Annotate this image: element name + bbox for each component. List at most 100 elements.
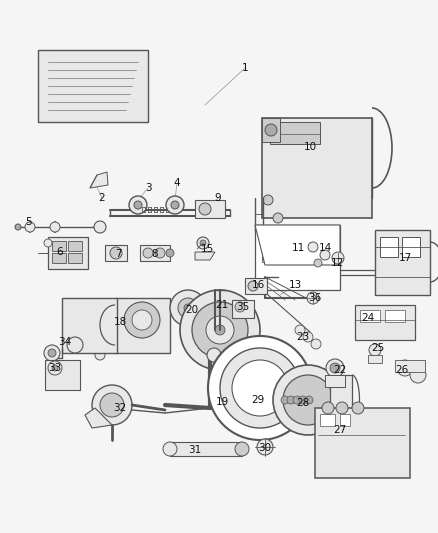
Circle shape	[320, 250, 330, 260]
Text: 11: 11	[291, 243, 304, 253]
Circle shape	[50, 222, 60, 232]
Circle shape	[171, 201, 179, 209]
Bar	[48, 237, 88, 269]
Text: 4: 4	[174, 178, 180, 188]
Circle shape	[95, 350, 105, 360]
Text: 15: 15	[200, 244, 214, 254]
Circle shape	[263, 195, 273, 205]
Text: 26: 26	[396, 365, 409, 375]
Bar	[52, 253, 66, 263]
Circle shape	[206, 316, 234, 344]
Circle shape	[248, 281, 258, 291]
Bar	[105, 245, 127, 261]
Text: 20: 20	[185, 305, 198, 315]
Text: 35: 35	[237, 302, 250, 312]
Bar	[325, 375, 345, 387]
Circle shape	[44, 345, 60, 361]
Circle shape	[330, 363, 340, 373]
Polygon shape	[90, 172, 108, 188]
Circle shape	[143, 248, 153, 258]
Text: 30: 30	[258, 443, 272, 453]
Text: 22: 22	[333, 365, 346, 375]
Circle shape	[397, 360, 413, 376]
Bar	[232, 300, 254, 318]
Circle shape	[166, 196, 184, 214]
Text: 3: 3	[145, 183, 151, 193]
Circle shape	[410, 367, 426, 383]
Text: 8: 8	[152, 249, 158, 259]
Bar	[170, 442, 242, 456]
Circle shape	[265, 124, 277, 136]
Circle shape	[322, 402, 334, 414]
Bar	[262, 118, 280, 142]
Text: 18: 18	[113, 317, 127, 327]
Circle shape	[352, 402, 364, 414]
Text: 23: 23	[297, 332, 310, 342]
Circle shape	[332, 252, 344, 264]
Circle shape	[124, 302, 160, 338]
Text: 33: 33	[48, 363, 62, 373]
Circle shape	[180, 290, 260, 370]
Text: 6: 6	[57, 247, 64, 257]
Bar	[340, 414, 350, 426]
Bar	[368, 355, 382, 363]
Text: 32: 32	[113, 403, 127, 413]
Circle shape	[305, 396, 313, 404]
Circle shape	[235, 302, 245, 312]
Circle shape	[166, 249, 174, 257]
Circle shape	[48, 361, 62, 375]
Circle shape	[94, 221, 106, 233]
Bar	[68, 253, 82, 263]
Polygon shape	[195, 252, 215, 260]
Bar	[385, 310, 405, 322]
Bar	[380, 237, 398, 257]
Bar	[62, 298, 117, 353]
Circle shape	[200, 240, 206, 246]
Bar	[330, 375, 352, 425]
Circle shape	[336, 402, 348, 414]
Circle shape	[67, 337, 83, 353]
Bar	[38, 50, 148, 122]
Circle shape	[15, 224, 21, 230]
Circle shape	[311, 339, 321, 349]
Bar	[355, 305, 415, 340]
Circle shape	[134, 201, 142, 209]
Circle shape	[235, 442, 249, 456]
Circle shape	[273, 365, 343, 435]
Circle shape	[283, 375, 333, 425]
Text: 29: 29	[251, 395, 265, 405]
Text: 25: 25	[371, 343, 385, 353]
Bar	[115, 298, 170, 353]
Bar	[195, 200, 225, 218]
Bar	[270, 122, 320, 144]
Bar	[68, 241, 82, 251]
Text: 31: 31	[188, 445, 201, 455]
Bar	[245, 278, 267, 294]
Circle shape	[44, 239, 52, 247]
Text: 12: 12	[330, 258, 344, 268]
Text: 17: 17	[399, 253, 412, 263]
Bar	[360, 310, 380, 322]
Bar	[140, 245, 170, 261]
Circle shape	[307, 292, 319, 304]
Text: 27: 27	[333, 425, 346, 435]
Circle shape	[52, 365, 58, 371]
Circle shape	[257, 439, 273, 455]
Text: 2: 2	[99, 193, 105, 203]
Circle shape	[110, 247, 122, 259]
Bar	[262, 230, 284, 244]
Bar	[320, 414, 335, 426]
Polygon shape	[255, 225, 340, 265]
Circle shape	[184, 304, 192, 312]
Circle shape	[197, 237, 209, 249]
Circle shape	[208, 336, 312, 440]
Bar	[315, 408, 410, 478]
Text: 7: 7	[115, 249, 121, 259]
Circle shape	[48, 349, 56, 357]
Circle shape	[299, 396, 307, 404]
Text: 16: 16	[251, 280, 265, 290]
Bar	[290, 248, 312, 262]
Circle shape	[281, 396, 289, 404]
Text: 13: 13	[288, 280, 302, 290]
Bar	[290, 230, 312, 244]
